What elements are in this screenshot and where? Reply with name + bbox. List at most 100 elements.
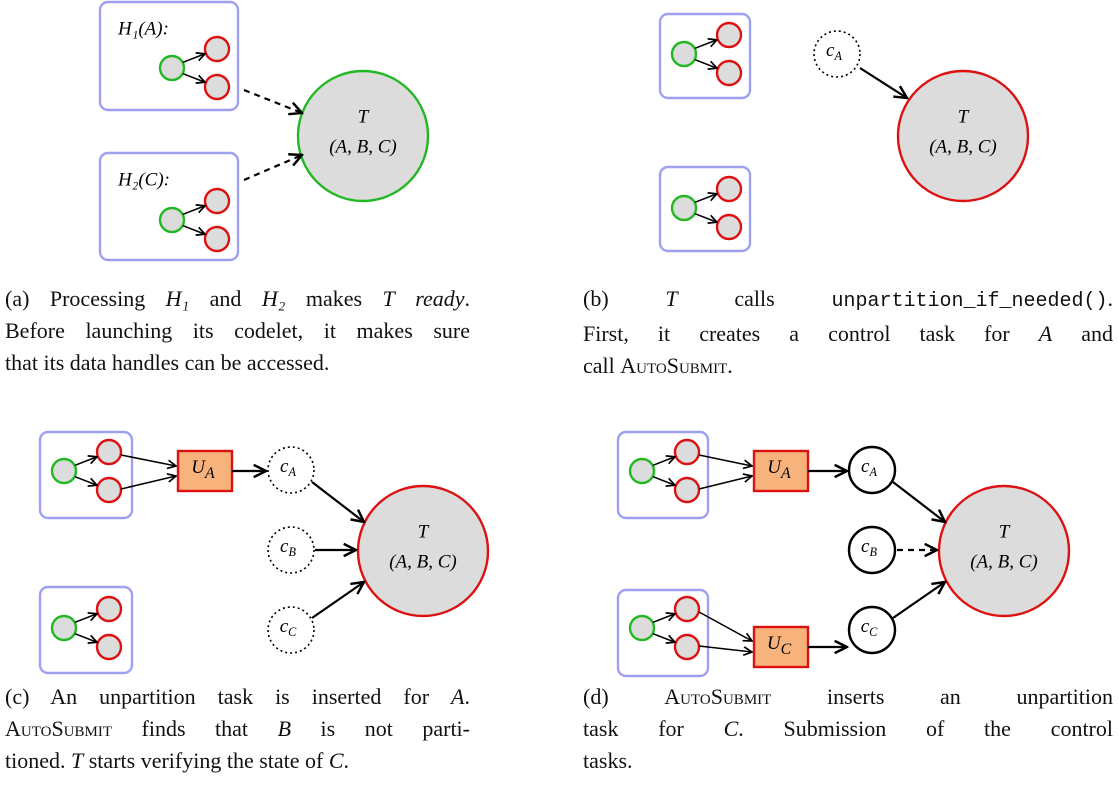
arrow — [698, 645, 752, 652]
caption-text: call — [583, 353, 621, 378]
caption-text: ready — [415, 286, 465, 311]
control-label-sub: A — [287, 465, 296, 479]
caption-text: task for — [583, 716, 724, 741]
child-handle — [715, 21, 743, 49]
caption-text: . Submission of the control — [738, 716, 1113, 741]
task-args: (A, B, C) — [970, 551, 1038, 572]
task-node — [296, 69, 430, 203]
arrow — [694, 213, 717, 223]
caption-line: tasks. — [583, 745, 1113, 777]
unpartition-task — [752, 625, 810, 669]
child-handle — [95, 633, 123, 661]
child-handle — [715, 213, 743, 241]
child-handle — [673, 438, 701, 466]
arrow — [698, 454, 752, 466]
parent-handle — [158, 54, 186, 82]
task-name: T — [358, 106, 370, 127]
caption-line: (c) An unpartition task is inserted for … — [5, 681, 470, 713]
child-handle — [715, 175, 743, 203]
caption-text: A — [1038, 321, 1053, 346]
task-name: T — [418, 521, 430, 542]
child-handle — [95, 595, 123, 623]
control-label-sub: A — [868, 465, 877, 479]
caption-text: H₂ — [261, 286, 286, 311]
caption-text: . — [1107, 286, 1114, 311]
caption-text: inserts an unpartition — [771, 684, 1113, 709]
child-handle — [95, 476, 123, 504]
child-handle — [95, 438, 123, 466]
control-label-base: c — [861, 616, 870, 637]
control-task — [813, 30, 861, 78]
caption-text: finds that — [112, 716, 278, 741]
caption-text: tioned. — [5, 748, 71, 773]
parent-handle — [628, 614, 656, 642]
child-handle — [203, 73, 231, 101]
control-label: cA — [861, 456, 877, 478]
caption-text: First, it creates a control task for — [583, 321, 1039, 346]
control-label: cB — [861, 536, 877, 558]
parent-handle — [670, 40, 698, 68]
caption-text: and — [189, 286, 262, 311]
caption-text: starts verifying the state of — [83, 748, 329, 773]
control-label-base: c — [280, 616, 289, 637]
caption-text: C — [328, 748, 344, 773]
caption-text: calls — [677, 286, 832, 311]
arrow — [859, 67, 907, 98]
arrow — [120, 454, 176, 466]
unpartition-label-sub: A — [204, 465, 215, 482]
caption-line: that its data handles can be accessed. — [5, 347, 470, 379]
caption-text: (a) Processing — [5, 286, 166, 311]
caption-line: (b) T calls unpartition_if_needed(). — [583, 283, 1113, 318]
arrow — [243, 88, 302, 113]
caption-line: tioned. T starts verifying the state of … — [5, 745, 470, 777]
arrow — [694, 40, 717, 49]
control-task — [847, 445, 897, 495]
unpartition-label: UA — [191, 457, 215, 481]
control-label: cC — [861, 616, 878, 638]
unpartition-label: UC — [767, 633, 792, 657]
task-args: (A, B, C) — [329, 136, 397, 157]
unpartition-label-sub: C — [781, 641, 792, 658]
arrow — [311, 582, 364, 619]
arrow — [243, 155, 302, 182]
arrow — [182, 73, 205, 83]
parent-handle — [50, 614, 78, 642]
arrow — [694, 194, 717, 203]
child-handle — [673, 476, 701, 504]
task-args: (A, B, C) — [389, 551, 457, 572]
caption-text: and — [1052, 321, 1113, 346]
handle-label: H₁(A): — [117, 18, 169, 39]
caption-line: (d) AutoSubmit inserts an unpartition — [583, 681, 1113, 713]
parent-handle — [50, 457, 78, 485]
control-task — [267, 606, 315, 654]
task-node — [937, 484, 1071, 618]
arrow — [74, 614, 97, 623]
caption-text: H₁ — [165, 286, 190, 311]
arrow — [694, 59, 717, 69]
caption-text: makes — [285, 286, 383, 311]
control-label: cA — [280, 456, 296, 478]
caption-text: that its data handles can be accessed. — [5, 350, 330, 375]
caption-text: T — [665, 286, 678, 311]
unpartition-label-base: U — [767, 633, 782, 654]
caption-text: is not parti- — [291, 716, 470, 741]
caption-line: First, it creates a control task for A a… — [583, 318, 1113, 350]
unpartition-label-sub: A — [780, 465, 791, 482]
child-handle — [715, 59, 743, 87]
parent-handle — [158, 206, 186, 234]
caption-text: T — [382, 286, 395, 311]
control-label-sub: C — [869, 625, 878, 639]
caption-text: A — [451, 684, 465, 709]
caption-text: AutoSubmit — [620, 353, 728, 378]
arrow — [652, 614, 675, 623]
arrow — [182, 206, 205, 215]
arrow — [652, 633, 675, 643]
parent-handle — [628, 457, 656, 485]
arrow — [74, 457, 97, 466]
caption-text: (d) — [583, 684, 665, 709]
arrow — [698, 476, 752, 490]
parent-handle — [670, 194, 698, 222]
arrow — [698, 611, 752, 641]
handle-label: H₂(C): — [117, 169, 170, 190]
caption-text: (c) An unpartition task is inserted for — [5, 684, 452, 709]
